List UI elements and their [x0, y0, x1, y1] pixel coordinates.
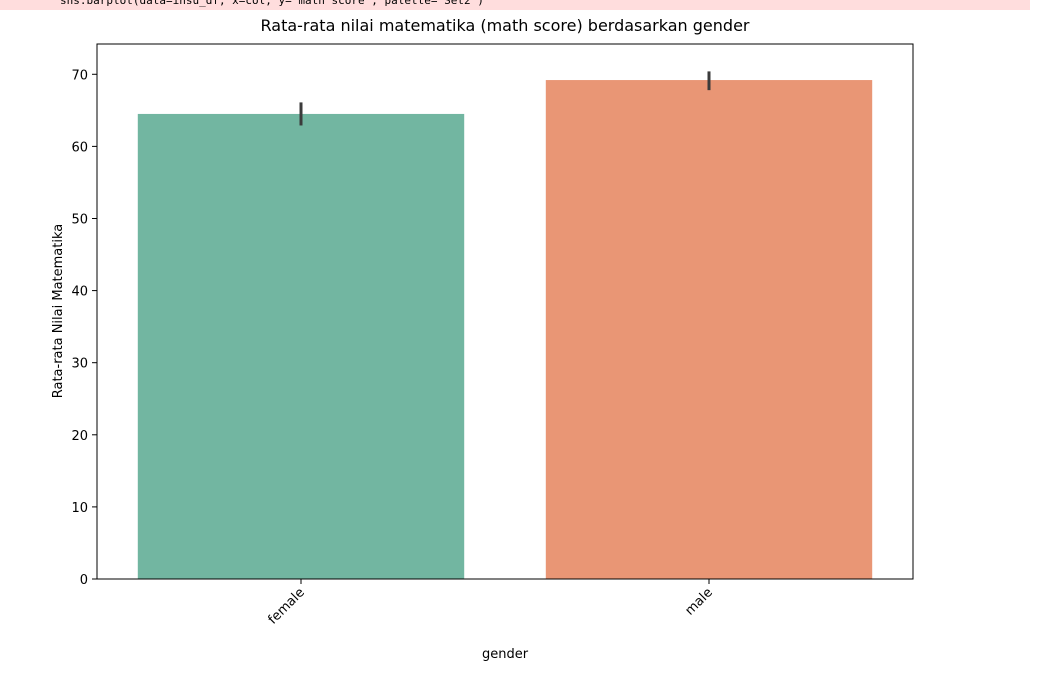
bar: [545, 80, 873, 580]
y-tick-label: 70: [71, 68, 88, 83]
y-tick-label: 10: [71, 501, 88, 516]
y-tick-label: 40: [71, 285, 88, 300]
plot-frame: [96, 43, 914, 580]
x-tick-label: male: [682, 585, 715, 618]
stderr-strip: [0, 0, 1030, 10]
warning-line: sns.barplot(data=insu_df, x=col, y='math…: [60, 0, 484, 7]
y-tick-label: 60: [71, 140, 88, 155]
chart-title: Rata-rata nilai matematika (math score) …: [261, 16, 750, 35]
y-tick-label: 30: [71, 357, 88, 372]
y-axis-label: Rata-rata Nilai Matematika: [51, 224, 66, 399]
y-tick-label: 0: [80, 573, 88, 588]
x-tick-label: female: [266, 585, 308, 627]
x-axis-label: gender: [482, 647, 529, 662]
bar: [137, 113, 465, 579]
y-tick-label: 50: [71, 212, 88, 227]
y-tick-label: 20: [71, 429, 88, 444]
